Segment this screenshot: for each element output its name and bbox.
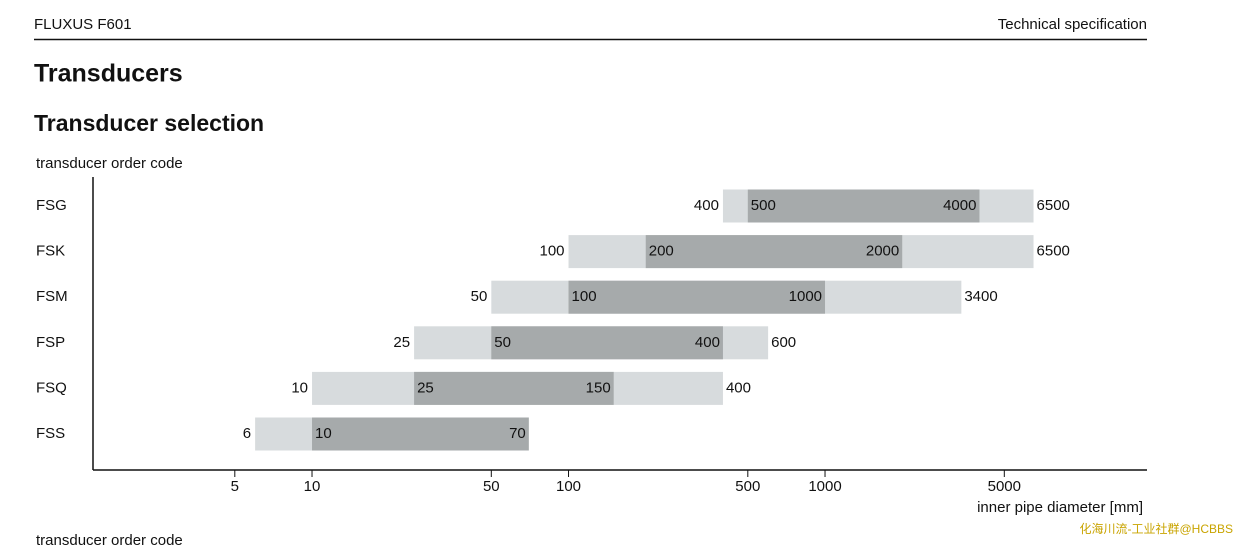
inner-max-label: 4000 <box>943 197 976 214</box>
inner-max-label: 70 <box>509 425 526 442</box>
category-label: FSP <box>36 334 65 351</box>
x-axis-label: inner pipe diameter [mm] <box>977 499 1143 516</box>
category-label: FSK <box>36 243 65 260</box>
inner-range-bar <box>414 371 614 405</box>
outer-min-label: 25 <box>393 334 410 351</box>
title: Transducers <box>34 60 183 88</box>
outer-max-label: 3400 <box>964 288 997 305</box>
inner-range-bar <box>747 189 980 223</box>
outer-min-label: 100 <box>539 243 564 260</box>
x-tick-label: 100 <box>556 478 581 495</box>
x-tick-label: 10 <box>304 478 321 495</box>
outer-max-label: 600 <box>771 334 796 351</box>
y-axis-label: transducer order code <box>36 155 183 172</box>
watermark: 化海川流-工业社群@HCBBS <box>1079 521 1233 536</box>
inner-min-label: 10 <box>315 425 332 442</box>
inner-max-label: 1000 <box>789 288 822 305</box>
inner-min-label: 100 <box>572 288 597 305</box>
x-tick-label: 5 <box>231 478 239 495</box>
inner-range-bar <box>568 280 826 314</box>
inner-range-bar <box>312 417 529 451</box>
x-tick-label: 500 <box>735 478 760 495</box>
outer-max-label: 6500 <box>1037 243 1070 260</box>
category-label: FSM <box>36 288 68 305</box>
outer-max-label: 6500 <box>1037 197 1070 214</box>
outer-max-label: 400 <box>726 379 751 396</box>
inner-max-label: 2000 <box>866 243 899 260</box>
inner-range-bar <box>645 235 903 269</box>
category-label: FSG <box>36 197 67 214</box>
footer: transducer order code <box>36 532 183 546</box>
header-left: FLUXUS F601 <box>34 16 132 33</box>
category-label: FSS <box>36 425 65 442</box>
category-label: FSQ <box>36 379 67 396</box>
inner-min-label: 25 <box>417 379 434 396</box>
x-tick-label: 50 <box>483 478 500 495</box>
outer-min-label: 50 <box>471 288 488 305</box>
inner-range-bar <box>491 326 723 360</box>
header-right: Technical specification <box>998 16 1147 33</box>
x-tick-label: 5000 <box>988 478 1021 495</box>
inner-min-label: 50 <box>494 334 511 351</box>
subtitle: Transducer selection <box>34 110 264 136</box>
outer-min-label: 10 <box>291 379 308 396</box>
outer-min-label: 400 <box>694 197 719 214</box>
x-tick-label: 1000 <box>808 478 841 495</box>
inner-max-label: 400 <box>695 334 720 351</box>
inner-min-label: 200 <box>649 243 674 260</box>
inner-max-label: 150 <box>586 379 611 396</box>
inner-min-label: 500 <box>751 197 776 214</box>
outer-min-label: 6 <box>243 425 251 442</box>
